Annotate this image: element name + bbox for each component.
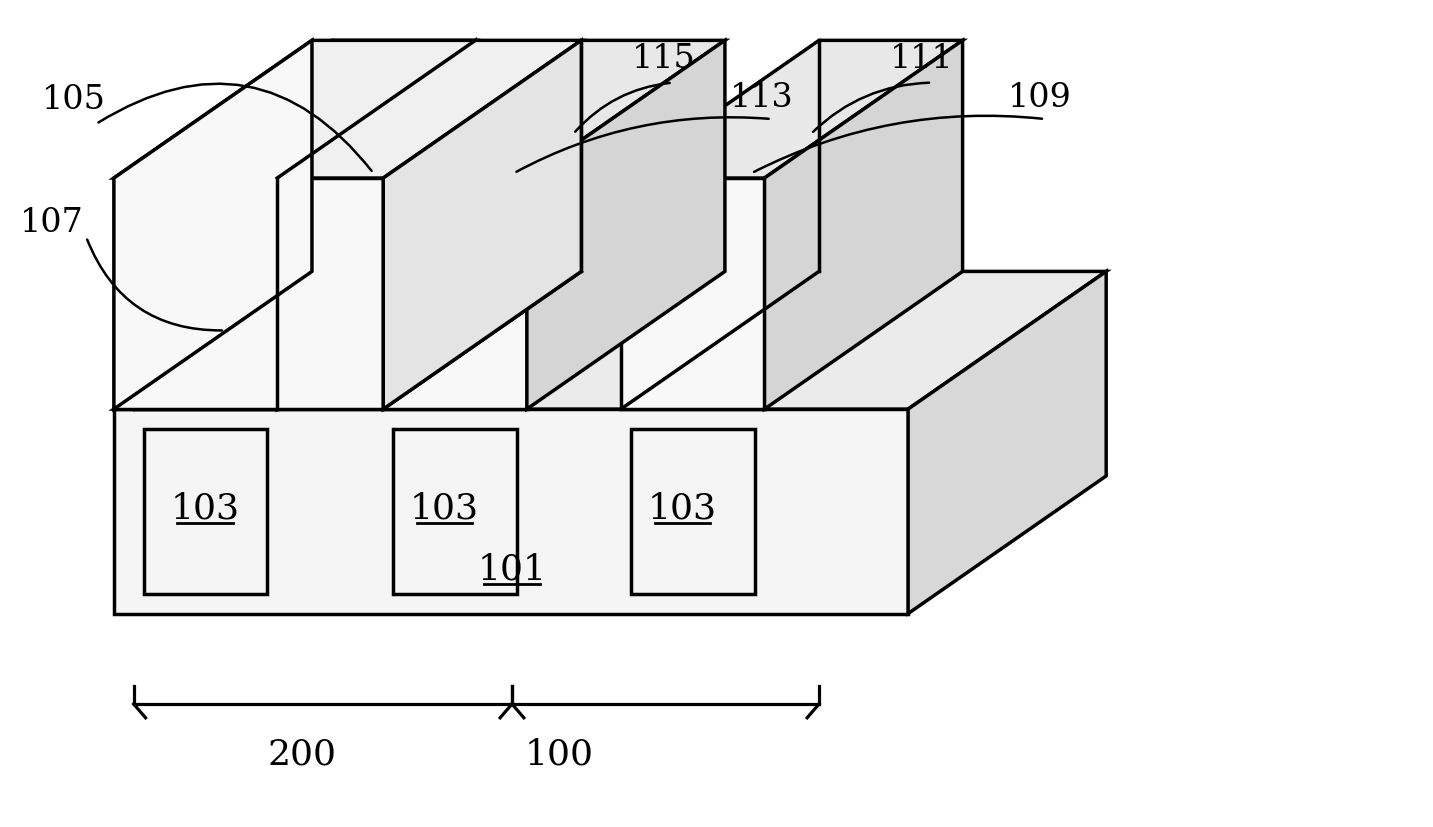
Polygon shape xyxy=(133,41,476,179)
Polygon shape xyxy=(527,41,725,409)
Polygon shape xyxy=(383,41,725,179)
Polygon shape xyxy=(620,179,765,409)
Polygon shape xyxy=(113,41,582,179)
Text: 103: 103 xyxy=(648,490,716,525)
Text: 101: 101 xyxy=(477,552,546,586)
Polygon shape xyxy=(113,41,312,409)
FancyArrowPatch shape xyxy=(516,118,768,173)
FancyArrowPatch shape xyxy=(813,84,929,132)
Polygon shape xyxy=(278,41,476,409)
Polygon shape xyxy=(383,41,582,409)
Text: 115: 115 xyxy=(632,43,695,75)
Text: 109: 109 xyxy=(1007,82,1072,114)
Polygon shape xyxy=(765,41,963,409)
FancyArrowPatch shape xyxy=(87,241,222,331)
Polygon shape xyxy=(620,41,963,179)
Polygon shape xyxy=(113,409,909,614)
Polygon shape xyxy=(909,272,1106,614)
Text: 200: 200 xyxy=(268,736,337,770)
Text: 111: 111 xyxy=(890,43,954,75)
Text: 103: 103 xyxy=(410,490,479,525)
Polygon shape xyxy=(113,272,1106,409)
Polygon shape xyxy=(113,179,383,409)
Text: 107: 107 xyxy=(20,207,83,239)
Text: 100: 100 xyxy=(524,736,595,770)
Text: 113: 113 xyxy=(729,82,794,114)
Text: 103: 103 xyxy=(171,490,239,525)
Polygon shape xyxy=(383,179,527,409)
FancyArrowPatch shape xyxy=(754,117,1042,173)
FancyArrowPatch shape xyxy=(99,84,371,172)
FancyArrowPatch shape xyxy=(575,84,669,132)
Text: 105: 105 xyxy=(43,84,106,117)
Polygon shape xyxy=(133,179,278,409)
